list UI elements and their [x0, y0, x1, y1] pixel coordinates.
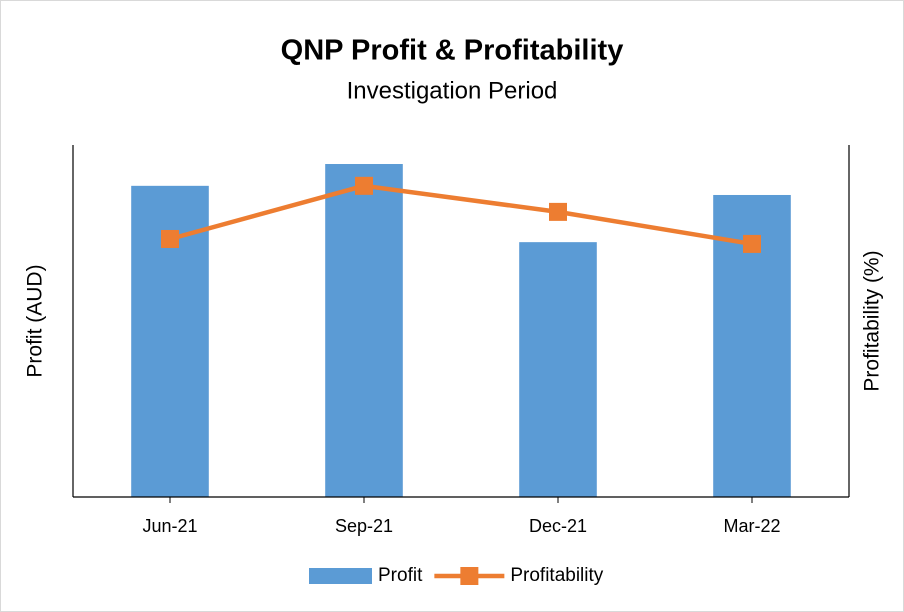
x-tick-label: Sep-21 [335, 516, 393, 536]
legend-marker [460, 567, 479, 585]
bar [519, 242, 597, 497]
y2-axis-label: Profitability (%) [861, 250, 884, 391]
line-marker [161, 229, 179, 248]
line [169, 183, 753, 247]
bar [325, 164, 403, 497]
legend-swatch [309, 568, 372, 584]
x-tick-label: Jun-21 [142, 516, 197, 536]
line-marker [743, 234, 761, 253]
x-tick-label: Mar-22 [723, 516, 780, 536]
y-axis-label: Profit (AUD) [24, 264, 47, 377]
line-marker [355, 176, 373, 195]
chart-title: QNP Profit & Profitability [281, 35, 624, 67]
line-marker [549, 202, 567, 221]
chart-subtitle: Investigation Period [347, 77, 558, 104]
x-tick-label: Dec-21 [529, 516, 587, 536]
legend-label: Profitability [510, 565, 603, 586]
legend-label: Profit [378, 565, 423, 586]
